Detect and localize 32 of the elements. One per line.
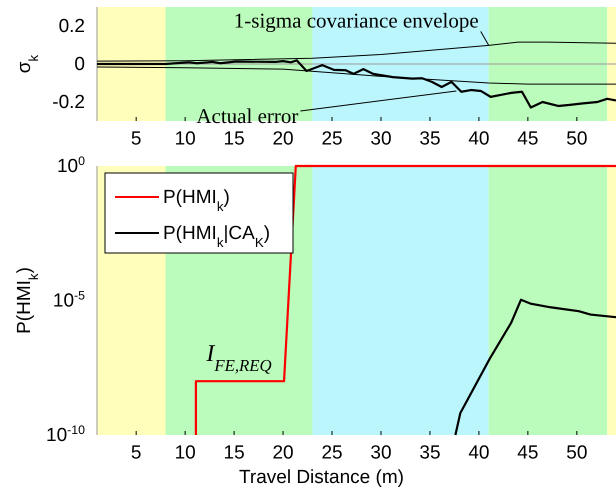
x-tick-label: 30 (370, 128, 392, 150)
x-tick-label: 45 (517, 442, 538, 464)
x-tick-label: 40 (468, 128, 490, 150)
x-tick-label: 20 (272, 128, 294, 150)
y-tick-label: 10$^{-10}$ (46, 423, 86, 446)
annotation: 1-sigma covariance envelope (234, 8, 479, 32)
x-tick-label: 25 (321, 128, 343, 150)
x-tick-label: 20 (272, 442, 294, 464)
x-axis-title: Travel Distance (m) (238, 467, 404, 488)
x-tick-label: 35 (419, 128, 441, 150)
x-tick-label: 10 (174, 128, 196, 150)
legend-label: P(HMI$_{k}$|CA$_{K}$) (163, 223, 270, 250)
x-tick-label: 50 (566, 128, 588, 150)
y-tick-label: 0.2 (58, 16, 85, 38)
annotation: Actual error (196, 104, 298, 128)
x-tick-label: 40 (468, 442, 490, 464)
x-tick-label: 15 (224, 442, 245, 464)
y-tick-label: 10$^{0}$ (56, 154, 86, 178)
x-tick-label: 50 (566, 442, 588, 464)
x-tick-label: 45 (517, 128, 538, 150)
y-tick-label: 10$^{-5}$ (52, 288, 86, 312)
x-tick-label: 30 (370, 442, 392, 464)
y-tick-label: 0 (74, 54, 85, 76)
legend-label: P(HMI$_{k}$) (163, 187, 230, 214)
annotation: I$_{FE,REQ}$ (205, 341, 272, 375)
y-tick-label: -0.2 (52, 92, 85, 114)
x-tick-label: 5 (130, 442, 142, 464)
x-tick-label: 35 (419, 442, 441, 464)
x-tick-label: 5 (130, 128, 142, 150)
x-tick-label: 15 (224, 128, 245, 150)
x-tick-label: 25 (321, 442, 343, 464)
x-tick-label: 10 (174, 442, 196, 464)
